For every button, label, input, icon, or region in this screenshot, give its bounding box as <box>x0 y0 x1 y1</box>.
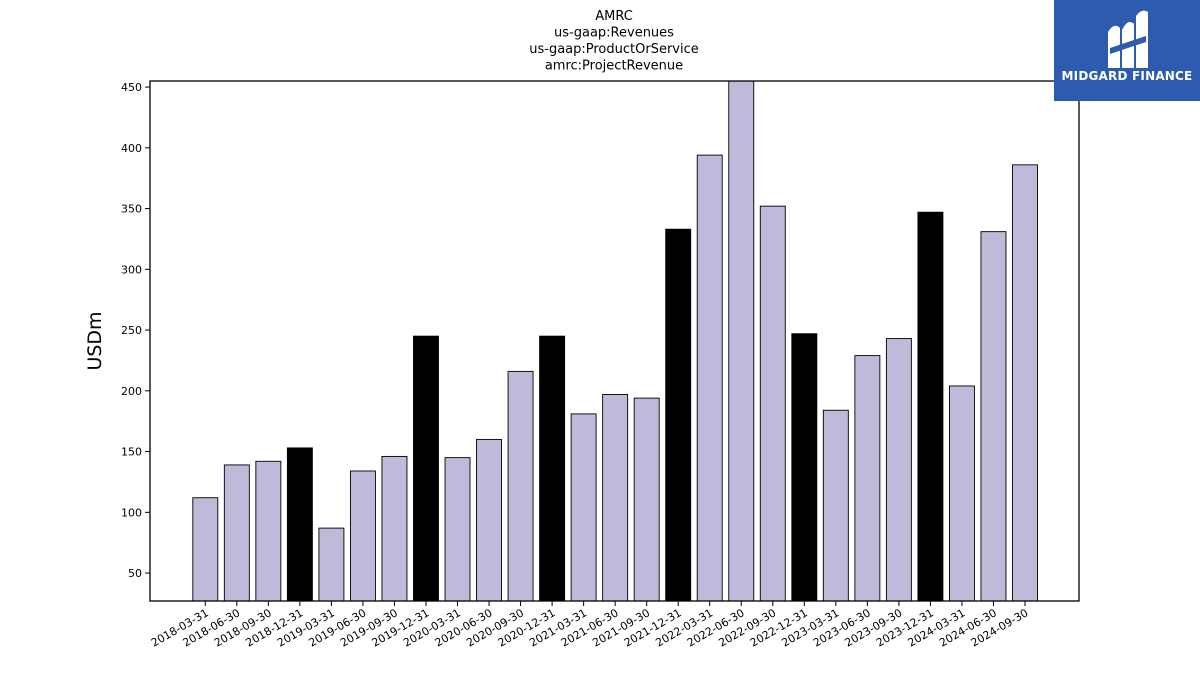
bar-2018-03-31 <box>192 497 219 601</box>
bar-2018-12-31 <box>286 447 313 601</box>
y-tick-label: 50 <box>128 567 142 580</box>
midgard-logo-icon <box>1108 10 1148 68</box>
bar-2024-03-31 <box>948 385 975 601</box>
bar-2018-09-30 <box>255 460 282 601</box>
y-tick-label: 300 <box>121 263 142 276</box>
y-tick-label: 250 <box>121 324 142 337</box>
title-line: amrc:ProjectRevenue <box>545 59 683 74</box>
bar-2023-06-30 <box>854 355 881 601</box>
title-line: us-gaap:Revenues <box>554 26 674 41</box>
logo-badge: MIDGARD FINANCE <box>1054 0 1200 101</box>
x-axis: 2018-03-312018-06-302018-09-302018-12-31… <box>149 601 1031 650</box>
title-line: AMRC <box>595 9 633 24</box>
bar-2023-12-31 <box>917 211 944 601</box>
y-tick-label: 100 <box>121 506 142 519</box>
y-axis-label: USDm <box>84 311 106 370</box>
bar-2024-06-30 <box>980 231 1007 601</box>
bar-2022-03-31 <box>696 154 723 601</box>
bar-2023-09-30 <box>885 338 912 601</box>
y-tick-label: 150 <box>121 446 142 459</box>
bar-2022-06-30 <box>728 81 755 601</box>
bar-2020-06-30 <box>476 438 502 601</box>
bar-2021-09-30 <box>633 397 660 601</box>
bar-2021-06-30 <box>602 394 629 601</box>
bar-2019-12-31 <box>413 335 439 601</box>
bar-2020-12-31 <box>539 335 566 601</box>
bar-2023-03-31 <box>822 409 849 601</box>
chart-title: AMRC us-gaap:Revenuesus-gaap:ProductOrSer… <box>529 9 699 74</box>
logo-text: MIDGARD FINANCE <box>1061 69 1193 83</box>
y-tick-label: 200 <box>121 385 142 398</box>
bar-2020-09-30 <box>507 370 534 601</box>
bar-2024-09-30 <box>1012 164 1038 601</box>
y-tick-label: 400 <box>121 142 142 155</box>
y-tick-label: 350 <box>121 203 142 216</box>
bar-2019-03-31 <box>318 527 345 601</box>
bars <box>192 81 1038 601</box>
bar-2018-06-30 <box>223 464 250 601</box>
bar-2022-12-31 <box>791 333 818 601</box>
bar-2021-03-31 <box>570 413 597 601</box>
y-axis: 50 100 150 200 250 300 350 400 450 <box>121 81 150 580</box>
title-line: us-gaap:ProductOrService <box>529 42 699 57</box>
bar-2020-03-31 <box>444 457 471 601</box>
plot-frame <box>149 80 1080 602</box>
bar-2019-09-30 <box>381 455 408 601</box>
bar-2022-09-30 <box>759 205 786 601</box>
y-tick-label: 450 <box>121 81 142 94</box>
bar-2021-12-31 <box>665 228 692 601</box>
bar-2019-06-30 <box>349 470 376 601</box>
